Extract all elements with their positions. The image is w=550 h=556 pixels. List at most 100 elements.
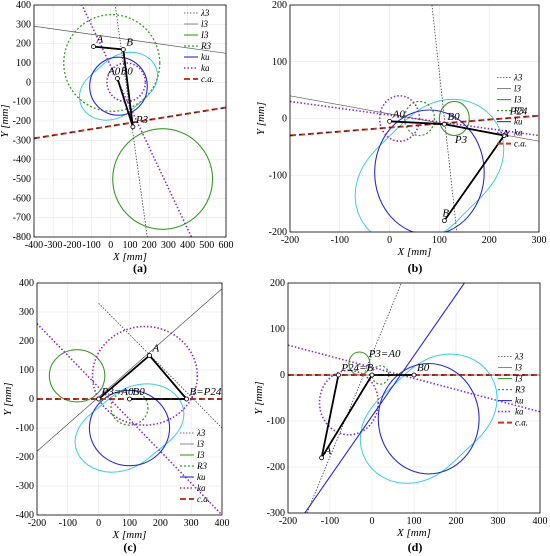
y-tick-label: 100 [272, 57, 287, 68]
y-tick-label: -400 [16, 510, 34, 521]
y-axis-label: Y [mm] [2, 382, 14, 415]
line-l3 [37, 288, 222, 452]
point-label: P3 [135, 114, 149, 126]
y-tick-label: -200 [267, 462, 285, 473]
joint-marker [369, 372, 375, 378]
legend-entry: I3 [196, 450, 205, 460]
x-tick-label: 300 [491, 516, 506, 527]
joint-marker [127, 396, 132, 402]
legend-entry: c.a. [514, 139, 527, 149]
y-tick-label: -100 [269, 170, 287, 181]
x-tick-label: 300 [161, 240, 176, 251]
circle-I3 [438, 100, 470, 137]
joint-marker [411, 372, 417, 378]
legend-entry: ka [201, 63, 210, 73]
panel-caption: (c) [123, 540, 136, 554]
x-axis-label: X [mm] [112, 251, 147, 263]
x-tick-label: 200 [153, 518, 168, 529]
joint-marker [501, 133, 507, 138]
panel-d: P24=B P3=A0 B0 A -200 -100 0 100 200 300 400 200 100… [253, 278, 548, 554]
panel-b: A0 B0 P24 P3 A B -200 -100 0 100 200 300 200 100 0 -100… [255, 0, 547, 275]
x-tick-label: 200 [142, 240, 157, 251]
x-tick-label: -200 [28, 518, 46, 529]
legend-entry: c.a. [197, 494, 210, 504]
legend-entry: ku [514, 117, 523, 127]
joint-marker [319, 455, 325, 461]
point-label: P3=A0 [368, 348, 401, 360]
line-lambda3 [98, 303, 222, 429]
linkage [98, 354, 189, 400]
legend-entry: l3 [201, 19, 209, 29]
joint-marker [120, 47, 126, 52]
circle-I3 [112, 128, 214, 230]
x-tick-label: 400 [215, 518, 230, 529]
line-l3 [34, 25, 226, 54]
x-tick-label: 500 [199, 240, 214, 251]
axes-box [289, 4, 540, 233]
legend-entry: ka [514, 128, 523, 138]
plot-area: A0 B0 P24 P3 A B [290, 5, 539, 232]
circle-R3 [63, 14, 161, 112]
y-tick-label: 0 [26, 77, 31, 88]
point-label: A0 [107, 65, 121, 77]
x-axis-label: X [mm] [397, 246, 432, 258]
point-label: P3=A0 [101, 386, 134, 398]
y-tick-label: 100 [16, 58, 31, 69]
x-tick-label: 0 [96, 518, 101, 529]
panel-c: P3=A0 A B=P24 B0 -200 -100 0 100 200 300 400 400 300… [2, 278, 230, 554]
legend-entry: ka [197, 483, 206, 493]
y-tick-label: -100 [13, 97, 31, 108]
joint-marker [130, 124, 136, 130]
joint-marker [91, 44, 96, 49]
x-tick-label: 200 [449, 516, 464, 527]
joint-marker [184, 396, 189, 402]
linkage [389, 120, 506, 222]
x-tick-label: 300 [184, 518, 199, 529]
x-tick-label: -100 [59, 518, 77, 529]
y-tick-label: 300 [16, 19, 31, 30]
point-label: A [152, 343, 160, 355]
joint-marker [115, 76, 120, 81]
circle-ka [91, 325, 199, 426]
y-tick-label: -800 [13, 232, 31, 243]
axes-box [287, 282, 541, 514]
joint-marker [96, 396, 102, 402]
x-tick-label: 0 [387, 235, 392, 246]
point-label: P24 [509, 106, 528, 118]
y-tick-label: 200 [16, 39, 31, 50]
x-tick-label: -100 [331, 235, 349, 246]
axes-box [36, 282, 223, 516]
x-tick-label: 400 [180, 240, 195, 251]
x-tick-label: 100 [122, 518, 137, 529]
point-label: B=P24 [190, 386, 222, 398]
x-tick-label: -200 [63, 240, 81, 251]
y-tick-label: 300 [19, 307, 34, 318]
x-tick-label: -400 [25, 240, 43, 251]
coupler-curve [359, 353, 498, 484]
plot-area: P3=A0 A B=P24 B0 [37, 288, 222, 515]
point-label: B0 [417, 362, 430, 374]
x-tick-label: 300 [532, 235, 547, 246]
line-ku [304, 283, 465, 513]
legend-entry: I3 [200, 30, 209, 40]
panel-caption: (d) [408, 540, 423, 554]
line-ca-inner [34, 107, 226, 139]
legend-entry: λ3 [514, 352, 524, 362]
x-tick-label: 0 [108, 240, 113, 251]
x-tick-label: 200 [482, 235, 497, 246]
x-tick-label: -100 [82, 240, 100, 251]
y-tick-label: -300 [16, 481, 34, 492]
coupler-curve [354, 98, 505, 232]
legend-entry: I3 [513, 95, 522, 105]
line-ka [37, 323, 222, 515]
coupler-curve [74, 383, 185, 473]
point-label: B [126, 36, 133, 48]
y-axis-label: Y [mm] [0, 104, 11, 137]
linkage [93, 45, 134, 128]
line-ka [81, 5, 193, 237]
x-tick-label: 100 [123, 240, 138, 251]
legend-entry: c.a. [201, 74, 214, 84]
circle-I3 [48, 349, 106, 403]
